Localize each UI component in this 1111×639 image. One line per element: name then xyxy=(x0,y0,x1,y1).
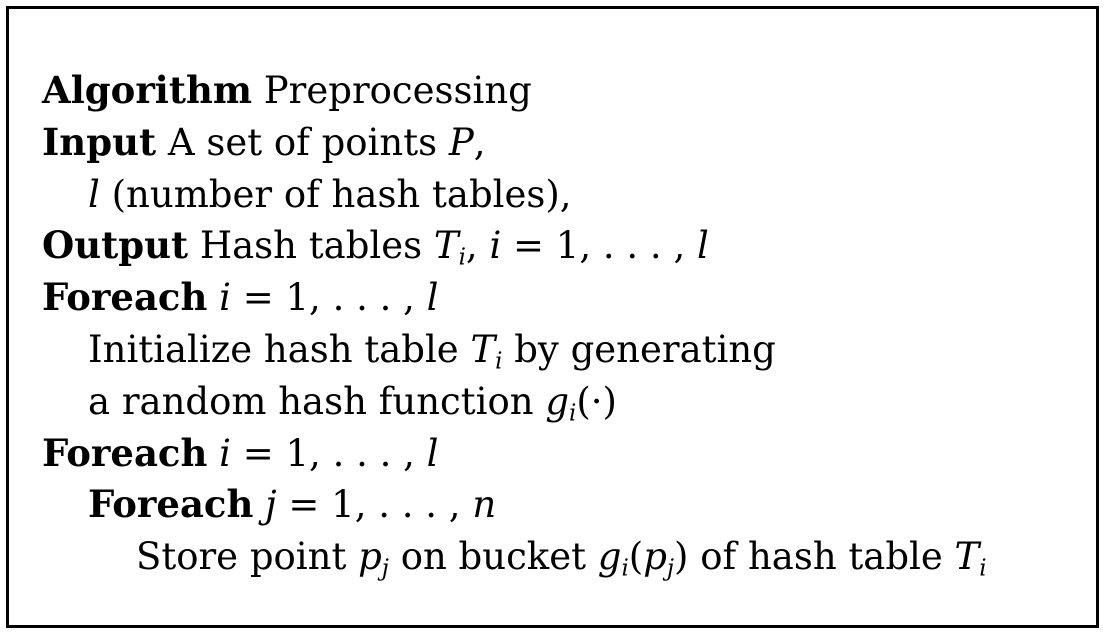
keyword-input: Input xyxy=(42,119,157,164)
algorithm-name: Preprocessing xyxy=(263,69,532,112)
input-l-line: l (number of hash tables), xyxy=(42,169,987,221)
function-g: g xyxy=(545,379,570,423)
var-j: j xyxy=(265,483,277,527)
hash-table-symbol: T xyxy=(470,327,496,371)
subscript-i: i xyxy=(621,555,629,582)
keyword-output: Output xyxy=(42,223,189,268)
point-p: p xyxy=(643,535,667,579)
by-generating-text: by generating xyxy=(514,327,776,371)
subscript-i: i xyxy=(569,400,577,427)
foreach-j-line: Foreach j = 1, . . . , n xyxy=(42,479,987,531)
input-comma: , xyxy=(473,120,486,164)
output-comma: , xyxy=(465,224,478,268)
foreach-i-line-2: Foreach i = 1, . . . , l xyxy=(42,428,987,480)
store-line: Store point pj on bucket gi(pj) of hash … xyxy=(42,531,987,583)
subscript-i: i xyxy=(979,555,987,582)
subscript-j: j xyxy=(381,555,389,582)
keyword-foreach: Foreach xyxy=(42,275,208,320)
function-g: g xyxy=(597,535,622,579)
range-expr: = 1, . . . , xyxy=(242,431,415,475)
subscript-j: j xyxy=(666,555,675,582)
range-expr: = 1, . . . , xyxy=(288,483,461,527)
var-l: l xyxy=(426,276,439,320)
output-line: Output Hash tables Ti, i = 1, . . . , l xyxy=(42,220,987,272)
range-expr: = 1, . . . , xyxy=(242,276,415,320)
var-l: l xyxy=(696,224,709,268)
range-expr: = 1, . . . , xyxy=(513,224,686,268)
input-var-p: P xyxy=(448,120,474,164)
input-line: Input A set of points P, xyxy=(42,117,987,169)
of-hash-table-text: of hash table xyxy=(700,535,943,579)
var-i: i xyxy=(219,276,231,320)
store-text: Store point xyxy=(136,535,347,579)
var-n: n xyxy=(472,483,497,527)
random-hash-line: a random hash function gi(·) xyxy=(42,376,987,428)
keyword-foreach: Foreach xyxy=(42,430,208,475)
keyword-algorithm: Algorithm xyxy=(42,68,253,112)
var-i: i xyxy=(219,431,231,475)
point-p: p xyxy=(358,535,382,579)
input-l-description: (number of hash tables), xyxy=(111,172,572,216)
on-bucket-text: on bucket xyxy=(400,535,586,579)
initialize-text: Initialize hash table xyxy=(88,327,459,371)
open-paren: ( xyxy=(628,535,644,579)
initialize-line: Initialize hash table Ti by generating xyxy=(42,324,987,376)
algorithm-box: Algorithm Preprocessing Input A set of p… xyxy=(6,6,1099,628)
subscript-i: i xyxy=(458,244,466,271)
algorithm-header-line: Algorithm Preprocessing xyxy=(42,65,987,117)
hash-table-symbol: T xyxy=(954,535,980,579)
close-paren: ) xyxy=(674,535,689,579)
input-text: A set of points xyxy=(167,120,438,164)
subscript-i: i xyxy=(495,348,503,375)
algorithm-listing: Algorithm Preprocessing Input A set of p… xyxy=(42,65,987,583)
hash-table-symbol: T xyxy=(433,224,459,268)
input-var-l: l xyxy=(88,172,100,216)
function-argument: (·) xyxy=(576,379,617,423)
foreach-i-line-1: Foreach i = 1, . . . , l xyxy=(42,272,987,324)
var-i: i xyxy=(489,224,502,268)
output-text: Hash tables xyxy=(199,224,423,268)
var-l: l xyxy=(426,431,439,475)
random-hash-text: a random hash function xyxy=(88,379,534,423)
keyword-foreach: Foreach xyxy=(88,482,254,527)
